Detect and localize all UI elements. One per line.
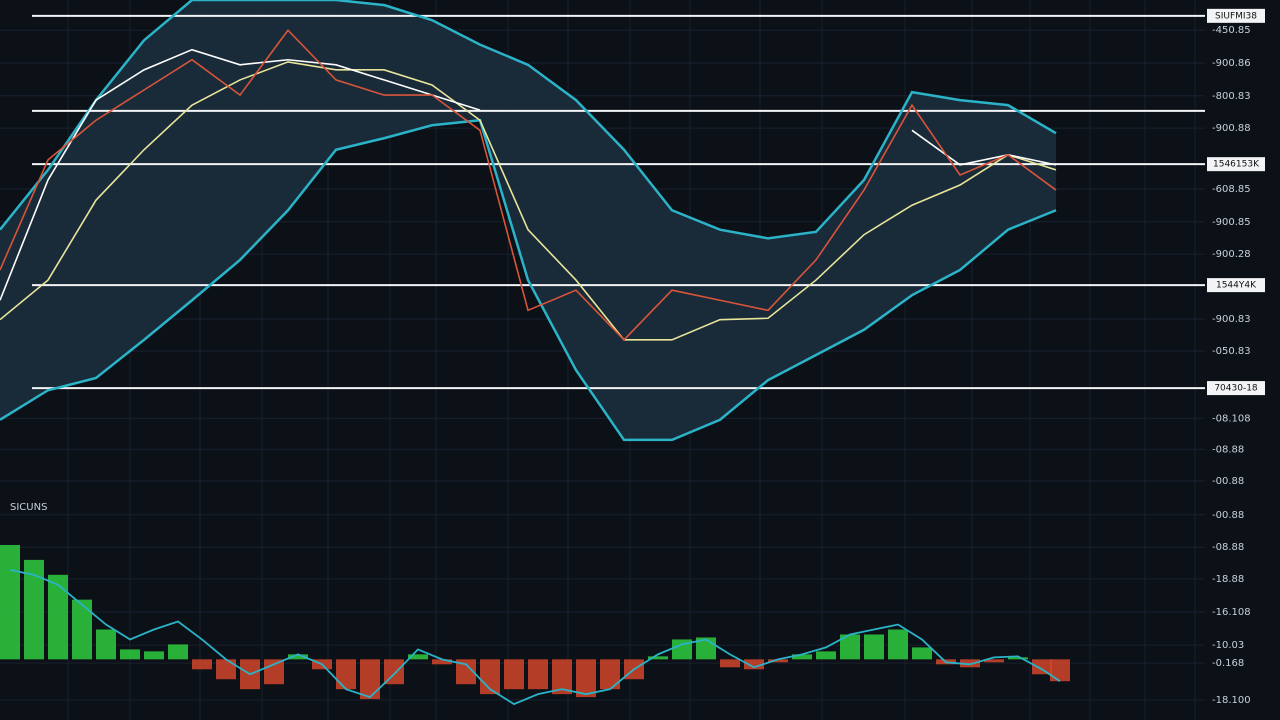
histogram-bar bbox=[480, 659, 500, 695]
y-tick-label: -16.108 bbox=[1212, 607, 1251, 618]
histogram-bar bbox=[1032, 659, 1052, 675]
histogram-bar bbox=[648, 656, 668, 660]
histogram-bar bbox=[360, 659, 380, 700]
level-label: SIUFMI38 bbox=[1215, 11, 1257, 21]
histogram-bar bbox=[48, 574, 68, 660]
histogram-bar bbox=[768, 659, 788, 663]
signal-line bbox=[9, 568, 1061, 706]
level-label: 1544Y4K bbox=[1216, 281, 1257, 291]
level-label-box bbox=[1207, 157, 1265, 172]
series-line bbox=[0, 0, 1057, 240]
histogram-bar bbox=[72, 599, 92, 660]
y-tick-label: -900.85 bbox=[1212, 217, 1251, 228]
histogram-bar bbox=[0, 544, 20, 660]
histogram-bar bbox=[912, 647, 932, 660]
histogram-bar bbox=[336, 659, 356, 690]
histogram-bar bbox=[504, 659, 524, 690]
histogram-bar bbox=[840, 634, 860, 660]
histogram-bar bbox=[744, 659, 764, 670]
histogram-bar bbox=[552, 659, 572, 695]
histogram-bar bbox=[216, 659, 236, 680]
y-tick-label: -18.88 bbox=[1212, 574, 1244, 585]
y-tick-label: -050.83 bbox=[1212, 346, 1251, 357]
histogram-bar bbox=[24, 559, 44, 660]
level-label-box bbox=[1207, 381, 1265, 396]
histogram-bar bbox=[792, 654, 812, 660]
histogram-bar bbox=[1050, 659, 1070, 682]
y-tick-label: -08.108 bbox=[1212, 413, 1251, 424]
y-tick-label: -08.88 bbox=[1212, 444, 1244, 455]
histogram-bar bbox=[720, 659, 740, 668]
series-line bbox=[0, 61, 1057, 341]
y-tick-label: -900.28 bbox=[1212, 249, 1251, 260]
histogram-bar bbox=[192, 659, 212, 670]
y-tick-label: -18.100 bbox=[1212, 695, 1251, 706]
histogram-bar bbox=[576, 659, 596, 698]
histogram-bar bbox=[528, 659, 548, 690]
y-tick-label: -00.88 bbox=[1212, 476, 1244, 487]
y-tick-label: -00.88 bbox=[1212, 510, 1244, 521]
histogram-bar bbox=[456, 659, 476, 685]
series-line bbox=[0, 118, 1057, 442]
y-tick-label: -900.86 bbox=[1212, 58, 1251, 69]
histogram-bar bbox=[864, 634, 884, 660]
y-tick-label: -800.83 bbox=[1212, 91, 1251, 102]
histogram-bar bbox=[168, 644, 188, 660]
histogram-bar bbox=[96, 629, 116, 660]
histogram-bar bbox=[816, 651, 836, 660]
series-line bbox=[0, 48, 1057, 301]
histogram-bar bbox=[600, 659, 620, 690]
histogram-bar bbox=[288, 654, 308, 660]
histogram-bar bbox=[1008, 657, 1028, 660]
y-tick-label: -608.85 bbox=[1212, 184, 1251, 195]
level-label: 70430-18 bbox=[1214, 384, 1258, 394]
level-label: 1546153K bbox=[1213, 160, 1260, 170]
y-tick-label: -450.85 bbox=[1212, 25, 1251, 36]
histogram-bar bbox=[408, 654, 428, 660]
level-label-box bbox=[1207, 8, 1265, 23]
series-line bbox=[0, 29, 1057, 341]
y-tick-label: -0.168 bbox=[1212, 658, 1244, 669]
y-tick-label: -900.88 bbox=[1212, 123, 1251, 134]
y-tick-label: -900.83 bbox=[1212, 314, 1251, 325]
histogram-bar bbox=[984, 659, 1004, 663]
histogram-bar bbox=[144, 651, 164, 660]
y-tick-label: -10.03 bbox=[1212, 640, 1244, 651]
histogram-bar bbox=[888, 629, 908, 660]
panel-label: SICUNS bbox=[10, 502, 47, 513]
histogram-bar bbox=[120, 649, 140, 660]
histogram-bar bbox=[432, 659, 452, 665]
level-label-box bbox=[1207, 278, 1265, 293]
histogram-bar bbox=[264, 659, 284, 685]
histogram-bar bbox=[672, 639, 692, 660]
y-tick-label: -08.88 bbox=[1212, 542, 1244, 553]
histogram-bar bbox=[960, 659, 980, 668]
